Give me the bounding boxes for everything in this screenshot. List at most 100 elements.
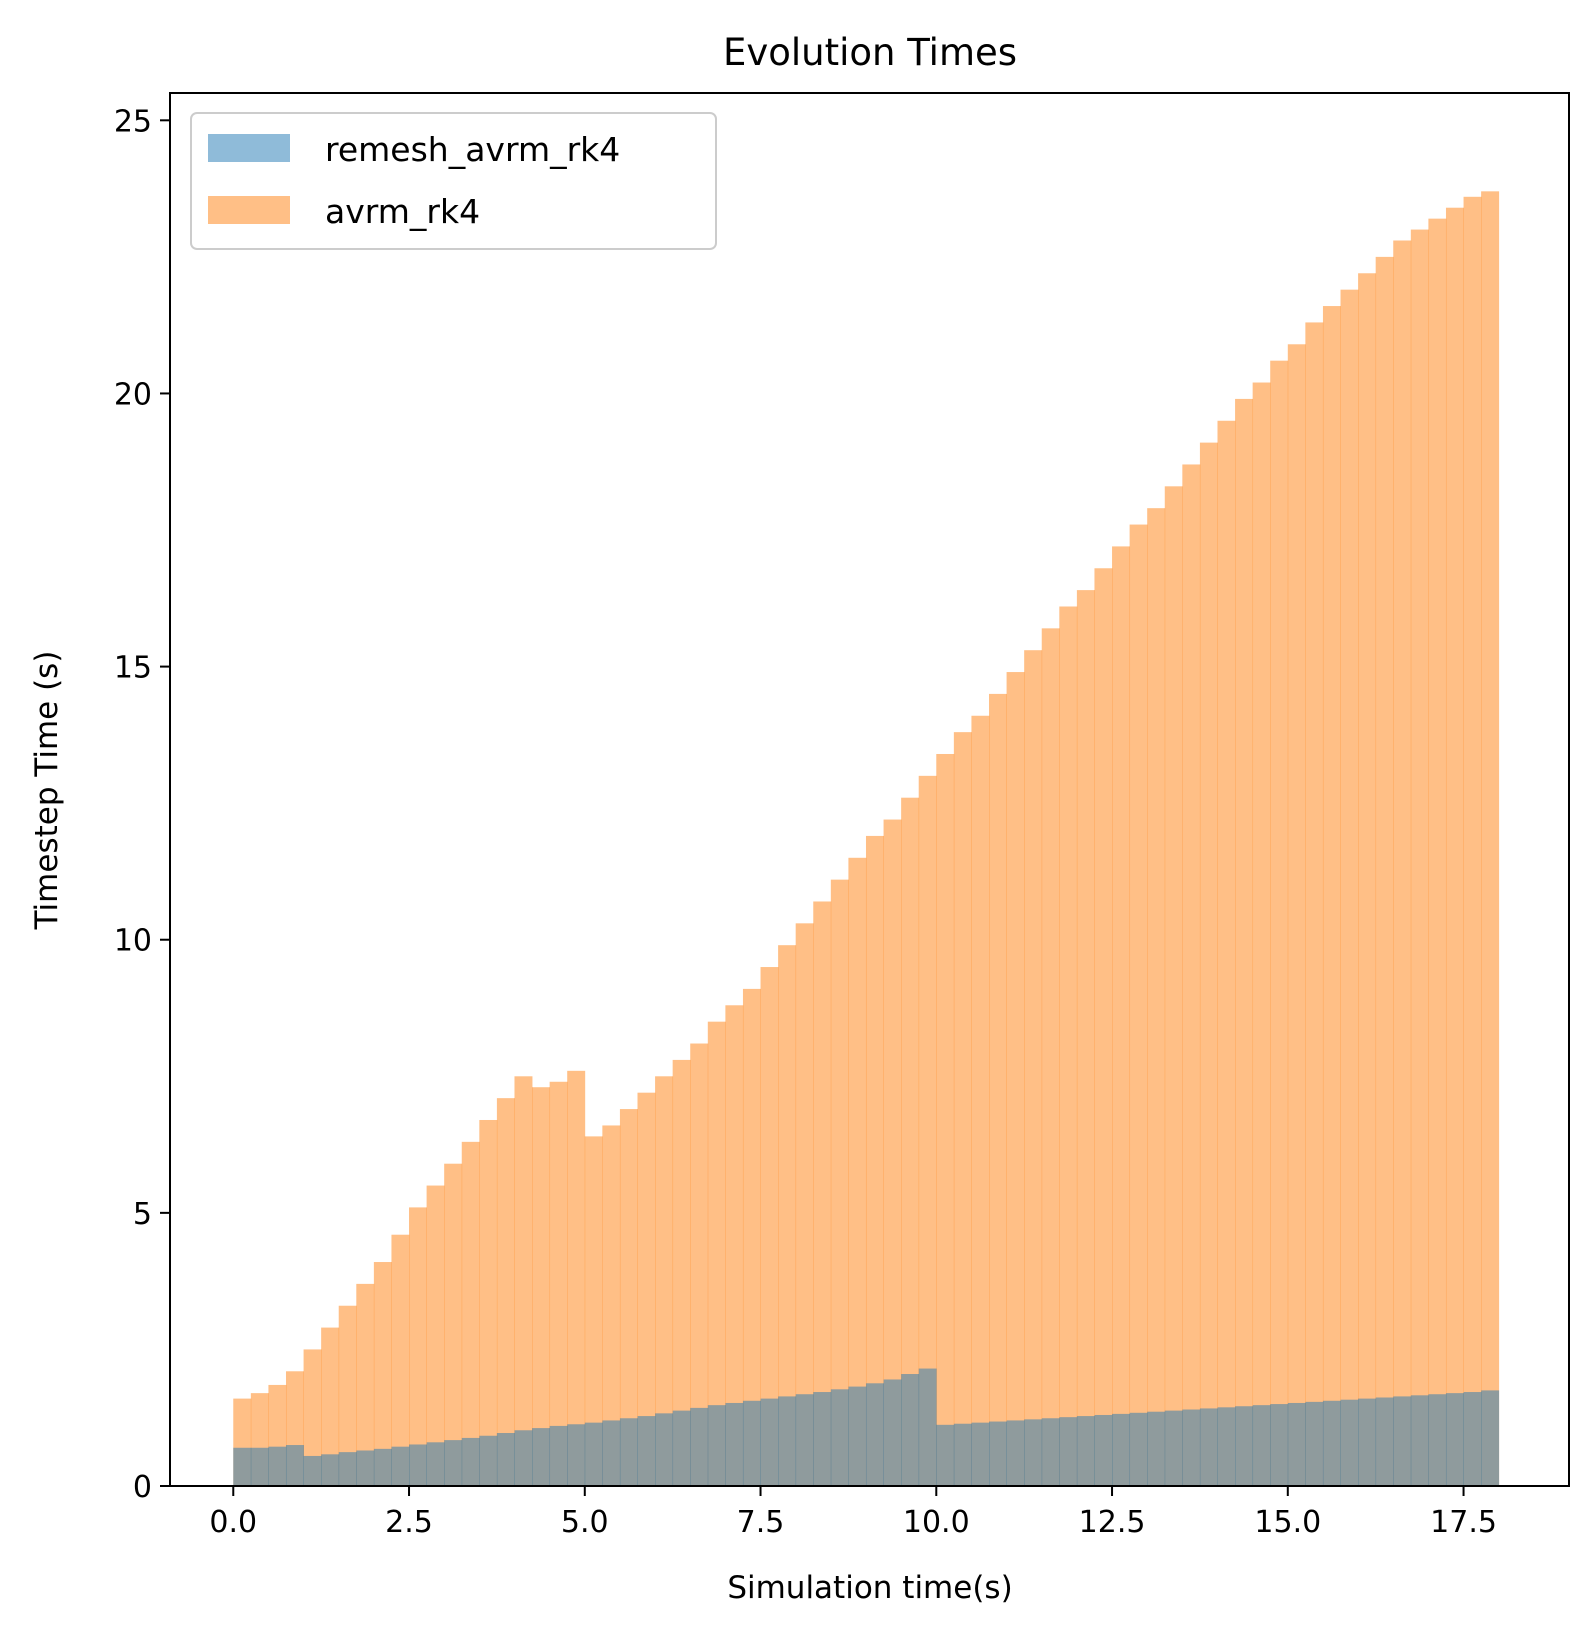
x-tick-label: 0.0 (209, 1505, 257, 1540)
bar-remesh-avrm-rk4-47 (1059, 1417, 1078, 1486)
bar-remesh-avrm-rk4-71 (1481, 1390, 1500, 1486)
bar-avrm-rk4-17 (532, 1087, 551, 1486)
bar-remesh-avrm-rk4-17 (532, 1428, 551, 1486)
bar-avrm-rk4-41 (953, 732, 972, 1486)
bar-remesh-avrm-rk4-46 (1041, 1418, 1060, 1486)
bar-avrm-rk4-62 (1322, 306, 1341, 1486)
bar-remesh-avrm-rk4-25 (672, 1410, 691, 1486)
x-tick-label: 17.5 (1430, 1505, 1497, 1540)
bar-avrm-rk4-30 (760, 967, 779, 1486)
bar-avrm-rk4-45 (1024, 650, 1043, 1486)
bar-remesh-avrm-rk4-51 (1129, 1412, 1148, 1486)
bar-avrm-rk4-53 (1164, 486, 1183, 1487)
bar-remesh-avrm-rk4-28 (725, 1402, 744, 1486)
bar-avrm-rk4-36 (865, 835, 884, 1486)
bar-remesh-avrm-rk4-31 (778, 1396, 797, 1486)
bar-avrm-rk4-69 (1445, 207, 1464, 1486)
bar-avrm-rk4-12 (444, 1163, 463, 1486)
y-tick-label: 5 (133, 1197, 152, 1232)
bar-remesh-avrm-rk4-22 (619, 1418, 638, 1486)
bar-remesh-avrm-rk4-10 (409, 1444, 428, 1486)
bar-avrm-rk4-38 (901, 797, 920, 1486)
bar-remesh-avrm-rk4-24 (655, 1413, 674, 1486)
bar-avrm-rk4-27 (707, 1021, 726, 1486)
bar-remesh-avrm-rk4-66 (1393, 1396, 1412, 1486)
bar-remesh-avrm-rk4-59 (1270, 1404, 1289, 1486)
bar-avrm-rk4-25 (672, 1059, 691, 1486)
bar-avrm-rk4-16 (514, 1076, 533, 1486)
legend-label-avrm-rk4: avrm_rk4 (325, 192, 480, 231)
bar-remesh-avrm-rk4-8 (373, 1448, 392, 1486)
bar-avrm-rk4-56 (1217, 420, 1236, 1487)
legend-swatch-remesh-avrm-rk4 (208, 134, 290, 162)
bar-remesh-avrm-rk4-57 (1235, 1406, 1254, 1486)
bar-remesh-avrm-rk4-26 (690, 1407, 709, 1486)
bar-avrm-rk4-20 (584, 1136, 603, 1486)
bar-remesh-avrm-rk4-52 (1147, 1411, 1166, 1486)
bar-remesh-avrm-rk4-43 (989, 1421, 1007, 1486)
bar-avrm-rk4-58 (1252, 382, 1271, 1486)
bar-remesh-avrm-rk4-49 (1094, 1414, 1113, 1486)
bar-avrm-rk4-61 (1305, 322, 1324, 1486)
y-axis: 0 5 10 15 20 25 (114, 104, 170, 1505)
y-tick-label: 10 (114, 924, 152, 959)
bar-avrm-rk4-66 (1393, 240, 1412, 1486)
bar-remesh-avrm-rk4-30 (760, 1398, 779, 1486)
bar-avrm-rk4-23 (637, 1092, 656, 1486)
bars-layer (233, 191, 1500, 1487)
bar-avrm-rk4-7 (356, 1283, 375, 1486)
bar-avrm-rk4-13 (461, 1141, 480, 1486)
bar-avrm-rk4-64 (1358, 273, 1377, 1486)
legend: remesh_avrm_rk4 avrm_rk4 (190, 112, 717, 250)
bar-remesh-avrm-rk4-53 (1164, 1410, 1183, 1486)
bar-remesh-avrm-rk4-2 (268, 1446, 287, 1486)
bar-remesh-avrm-rk4-4 (303, 1455, 322, 1486)
x-axis: 0.0 2.5 5.0 7.5 10.0 12.5 15.0 17.5 (209, 1486, 1497, 1540)
bar-remesh-avrm-rk4-11 (426, 1442, 445, 1486)
bar-avrm-rk4-15 (496, 1098, 515, 1486)
bar-avrm-rk4-71 (1481, 191, 1500, 1487)
bar-avrm-rk4-60 (1287, 344, 1306, 1487)
bar-avrm-rk4-49 (1094, 568, 1113, 1486)
bar-remesh-avrm-rk4-0 (233, 1447, 252, 1486)
bar-remesh-avrm-rk4-33 (813, 1392, 832, 1486)
bar-avrm-rk4-52 (1147, 508, 1166, 1486)
bar-avrm-rk4-5 (321, 1327, 340, 1486)
bar-avrm-rk4-44 (1006, 672, 1025, 1486)
bar-remesh-avrm-rk4-9 (391, 1446, 410, 1486)
bar-avrm-rk4-39 (918, 775, 937, 1486)
bar-remesh-avrm-rk4-18 (549, 1425, 568, 1486)
bar-remesh-avrm-rk4-48 (1076, 1416, 1095, 1486)
bar-remesh-avrm-rk4-21 (602, 1420, 621, 1486)
bar-avrm-rk4-37 (883, 819, 902, 1486)
bar-remesh-avrm-rk4-37 (883, 1379, 902, 1486)
bar-avrm-rk4-29 (742, 988, 761, 1486)
bar-remesh-avrm-rk4-67 (1410, 1395, 1429, 1486)
bar-remesh-avrm-rk4-27 (707, 1405, 726, 1486)
bar-avrm-rk4-8 (373, 1262, 392, 1486)
series-avrm-rk4 (233, 191, 1500, 1487)
bar-remesh-avrm-rk4-12 (444, 1440, 463, 1486)
x-tick-label: 2.5 (385, 1505, 433, 1540)
x-tick-label: 7.5 (737, 1505, 785, 1540)
bar-avrm-rk4-68 (1428, 218, 1447, 1486)
bar-remesh-avrm-rk4-34 (830, 1389, 849, 1486)
x-tick-label: 15.0 (1254, 1505, 1321, 1540)
bar-avrm-rk4-32 (795, 923, 814, 1486)
bar-avrm-rk4-42 (971, 715, 990, 1486)
bar-avrm-rk4-10 (409, 1207, 428, 1486)
x-tick-label: 12.5 (1079, 1505, 1146, 1540)
bar-avrm-rk4-48 (1076, 590, 1095, 1486)
y-axis-label: Timestep Time (s) (29, 651, 65, 931)
bar-remesh-avrm-rk4-55 (1199, 1408, 1218, 1486)
bar-avrm-rk4-35 (848, 857, 867, 1486)
y-tick-label: 25 (114, 104, 152, 139)
y-tick-label: 20 (114, 377, 152, 412)
bar-remesh-avrm-rk4-13 (461, 1437, 480, 1486)
bar-remesh-avrm-rk4-41 (953, 1423, 972, 1486)
series-remesh-avrm-rk4 (233, 1368, 1500, 1486)
bar-avrm-rk4-43 (989, 693, 1007, 1486)
bar-remesh-avrm-rk4-70 (1463, 1392, 1482, 1486)
bar-avrm-rk4-14 (479, 1119, 498, 1486)
